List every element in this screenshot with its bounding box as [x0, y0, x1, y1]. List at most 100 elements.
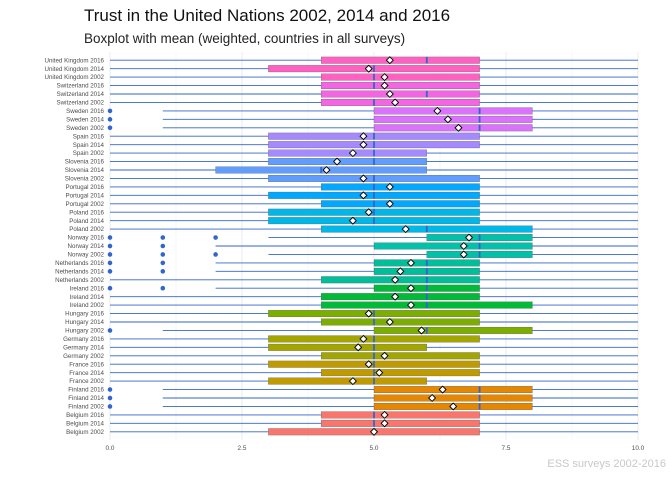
- box: [321, 276, 480, 284]
- y-tick-label: Switzerland 2016: [57, 83, 105, 90]
- mean-marker: [359, 140, 368, 149]
- outlier-point: [107, 404, 113, 409]
- y-tick-label: Ireland 2016: [70, 285, 105, 292]
- y-tick-label: Switzerland 2014: [57, 91, 105, 98]
- box: [321, 411, 480, 419]
- y-tick-label: United Kingdom 2002: [44, 74, 104, 81]
- outlier-point: [107, 108, 113, 114]
- y-tick-label: Spain 2016: [73, 133, 105, 140]
- mean-marker: [428, 393, 437, 403]
- y-tick-label: Ireland 2014: [70, 294, 105, 301]
- outlier-point: [160, 243, 166, 249]
- box: [321, 90, 480, 98]
- outlier-point: [107, 269, 113, 274]
- mean-marker: [465, 233, 474, 242]
- box: [321, 82, 480, 89]
- mean-marker: [359, 334, 368, 343]
- box: [268, 158, 427, 165]
- y-tick-label: Belgium 2014: [66, 420, 104, 427]
- mean-marker: [391, 98, 400, 107]
- x-tick-label: 2.5: [238, 445, 247, 452]
- mean-marker: [354, 343, 363, 352]
- mean-marker: [364, 360, 373, 369]
- y-tick-label: Slovenia 2002: [65, 176, 105, 183]
- mean-marker: [385, 56, 394, 65]
- y-tick-label: Portugal 2002: [65, 201, 104, 208]
- y-tick-label: United Kingdom 2014: [44, 66, 104, 73]
- mean-marker: [348, 216, 357, 225]
- mean-marker: [406, 301, 415, 310]
- chart-caption: ESS surveys 2002-2016: [547, 458, 666, 470]
- y-tick-label: Sweden 2016: [66, 108, 104, 115]
- mean-marker: [449, 402, 458, 411]
- y-tick-label: Finland 2016: [68, 387, 104, 394]
- y-tick-label: Netherlands 2002: [55, 277, 104, 284]
- mean-marker: [391, 275, 400, 284]
- box: [321, 419, 480, 427]
- y-tick-label: Slovenia 2014: [65, 167, 105, 174]
- y-tick-label: Germany 2016: [63, 336, 104, 343]
- outlier-point: [107, 285, 113, 291]
- y-tick-label: Spain 2014: [73, 142, 105, 149]
- mean-marker: [443, 115, 452, 124]
- box: [268, 377, 427, 385]
- outlier-point: [107, 328, 113, 333]
- y-tick-label: Slovenia 2016: [65, 159, 105, 166]
- mean-marker: [459, 250, 468, 259]
- y-tick-label: Belgium 2002: [66, 429, 104, 436]
- outlier-point: [107, 252, 113, 257]
- mean-marker: [459, 241, 468, 251]
- mean-marker: [348, 377, 357, 386]
- y-tick-label: Spain 2002: [73, 150, 105, 157]
- y-tick-label: Portugal 2014: [65, 192, 104, 199]
- mean-marker: [359, 174, 368, 183]
- y-tick-label: Portugal 2016: [65, 184, 104, 191]
- box: [321, 293, 480, 301]
- mean-marker: [375, 368, 384, 377]
- mean-marker: [401, 225, 410, 234]
- box: [373, 327, 533, 334]
- box: [321, 183, 480, 191]
- y-tick-label: France 2016: [69, 361, 104, 368]
- mean-marker: [359, 132, 368, 141]
- x-tick-label: 10.0: [632, 445, 645, 452]
- mean-marker: [333, 157, 342, 166]
- mean-marker: [406, 284, 415, 293]
- outlier-point: [107, 235, 113, 240]
- y-tick-label: Hungary 2016: [65, 311, 104, 318]
- x-tick-label: 7.5: [502, 445, 511, 452]
- y-tick-label: Poland 2002: [69, 226, 104, 233]
- box: [268, 149, 427, 157]
- box: [268, 343, 427, 351]
- outlier-point: [160, 235, 166, 240]
- y-tick-label: Finland 2002: [68, 404, 104, 411]
- y-tick-label: Germany 2002: [63, 353, 104, 360]
- mean-marker: [364, 64, 373, 73]
- box: [373, 242, 533, 250]
- chart-subtitle: Boxplot with mean (weighted, countries i…: [84, 31, 406, 46]
- box: [321, 200, 480, 208]
- y-tick-label: Hungary 2014: [65, 319, 104, 326]
- box: [321, 99, 480, 106]
- outlier-point: [160, 252, 166, 257]
- box: [373, 124, 533, 132]
- mean-marker: [364, 208, 373, 217]
- y-tick-label: Switzerland 2002: [57, 100, 105, 107]
- box: [321, 369, 480, 377]
- mean-marker: [380, 351, 389, 360]
- outlier-point: [213, 235, 218, 240]
- mean-marker: [385, 199, 394, 208]
- mean-marker: [433, 106, 442, 115]
- mean-marker: [385, 89, 394, 99]
- outlier-point: [160, 285, 166, 291]
- mean-marker: [406, 258, 415, 267]
- mean-marker: [385, 317, 394, 327]
- y-tick-label: Norway 2002: [68, 252, 105, 259]
- y-tick-label: Hungary 2002: [65, 328, 104, 335]
- y-tick-label: Belgium 2016: [66, 412, 104, 419]
- outlier-point: [107, 260, 113, 266]
- box: [321, 352, 480, 360]
- mean-marker: [348, 149, 357, 158]
- outlier-point: [107, 243, 113, 249]
